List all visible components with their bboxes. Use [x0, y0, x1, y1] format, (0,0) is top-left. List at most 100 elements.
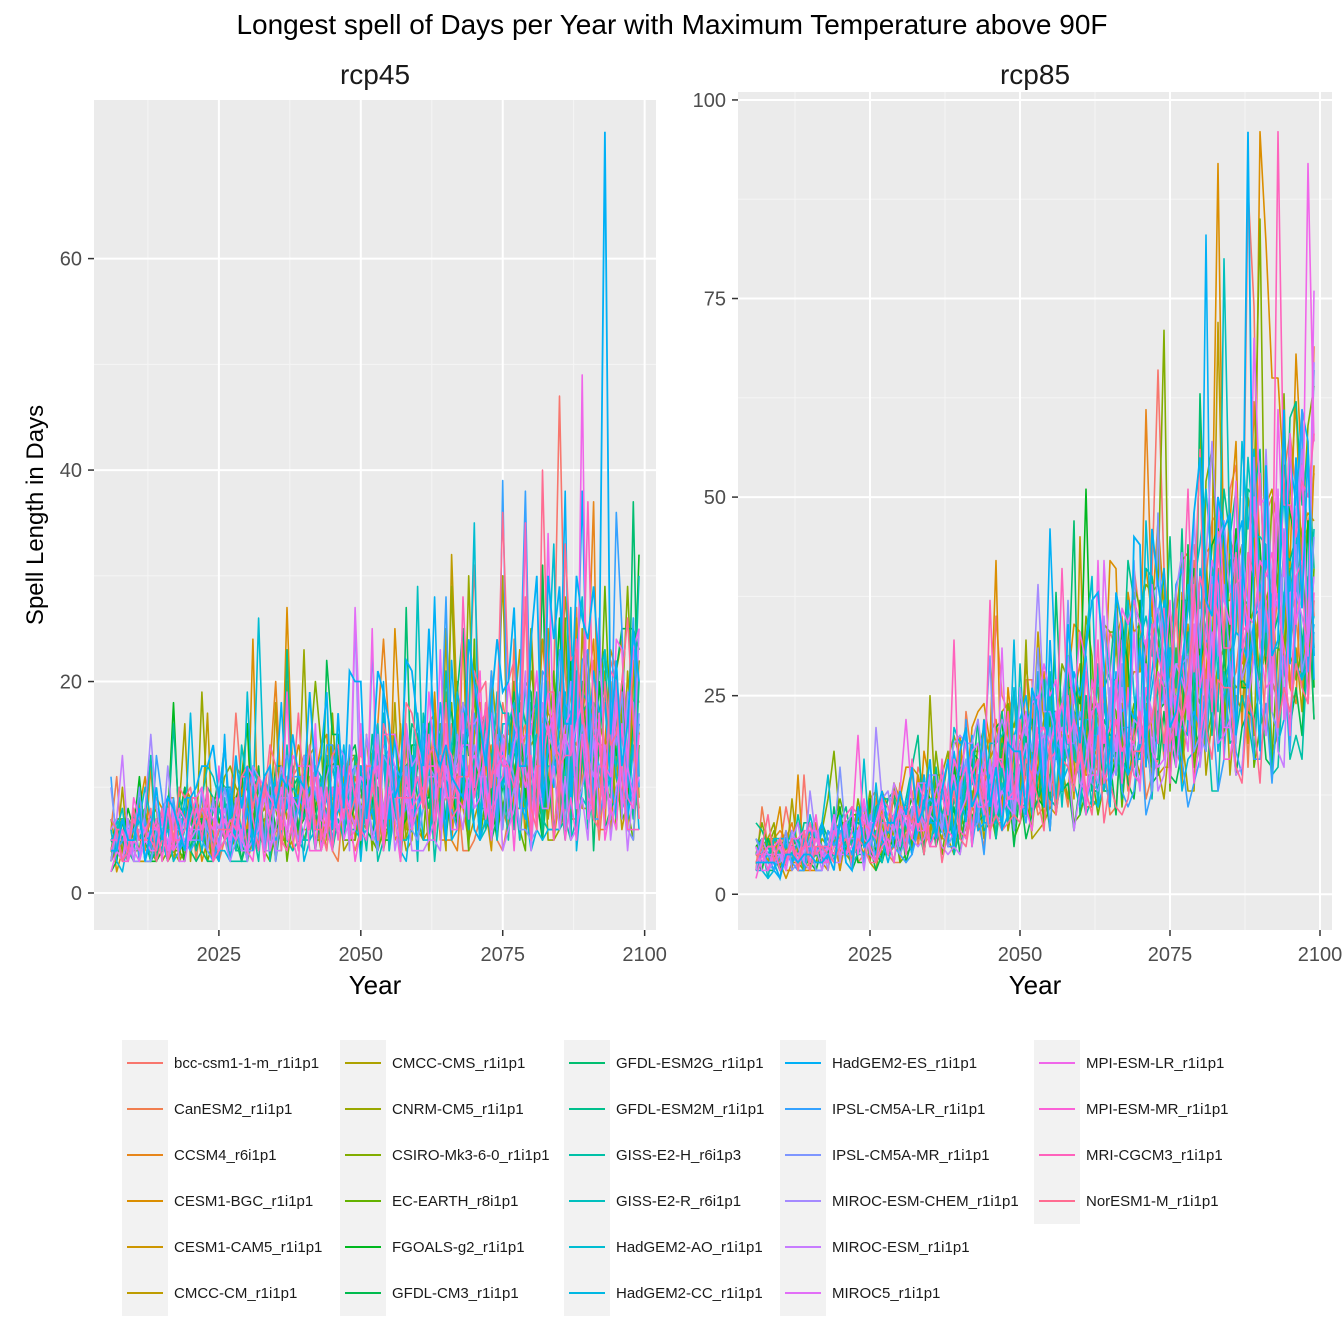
legend-item: CMCC-CM_r1i1p1: [122, 1270, 297, 1316]
legend-item: MIROC-ESM_r1i1p1: [780, 1224, 970, 1270]
y-tick-label: 100: [693, 90, 726, 112]
legend-item: CanESM2_r1i1p1: [122, 1086, 292, 1132]
legend-swatch: [127, 1108, 163, 1110]
legend-item: MIROC-ESM-CHEM_r1i1p1: [780, 1178, 1019, 1224]
legend-item: MPI-ESM-MR_r1i1p1: [1034, 1086, 1229, 1132]
x-tick-label: 2050: [339, 944, 384, 966]
legend-key: [340, 1086, 386, 1132]
legend-key: [1034, 1040, 1080, 1086]
legend-key: [780, 1132, 826, 1178]
legend-item: FGOALS-g2_r1i1p1: [340, 1224, 525, 1270]
legend-label: MPI-ESM-MR_r1i1p1: [1086, 1100, 1229, 1118]
legend-swatch: [785, 1154, 821, 1156]
legend-key: [1034, 1086, 1080, 1132]
legend-label: HadGEM2-ES_r1i1p1: [832, 1054, 978, 1072]
legend-key: [340, 1224, 386, 1270]
legend-item: HadGEM2-CC_r1i1p1: [564, 1270, 763, 1316]
legend-swatch: [569, 1246, 605, 1248]
legend-item: GISS-E2-R_r6i1p1: [564, 1178, 741, 1224]
legend-key: [1034, 1178, 1080, 1224]
chart-canvas: Longest spell of Days per Year with Maxi…: [22, 9, 1343, 1000]
x-tick-label: 2100: [1298, 944, 1343, 966]
x-axis-label: Year: [349, 970, 402, 1000]
series-line-27: [756, 130, 1315, 872]
legend-label: GISS-E2-R_r6i1p1: [616, 1192, 742, 1210]
legend-key: [122, 1086, 168, 1132]
series-line-13: [110, 500, 640, 863]
legend-item: IPSL-CM5A-LR_r1i1p1: [780, 1086, 985, 1132]
legend-label: MIROC5_r1i1p1: [832, 1284, 941, 1302]
legend-label: IPSL-CM5A-MR_r1i1p1: [832, 1146, 990, 1164]
legend-key: [564, 1270, 610, 1316]
legend-key: [564, 1224, 610, 1270]
legend-key: [122, 1270, 168, 1316]
legend-swatch: [345, 1292, 381, 1294]
legend-label: IPSL-CM5A-LR_r1i1p1: [832, 1100, 986, 1118]
series-line-22: [755, 362, 1315, 872]
legend-label: HadGEM2-AO_r1i1p1: [616, 1238, 763, 1256]
legend-swatch: [1039, 1154, 1075, 1156]
legend-swatch: [785, 1108, 821, 1110]
legend-swatch: [345, 1108, 381, 1110]
legend-item: GISS-E2-H_r6i1p3: [564, 1132, 741, 1178]
legend-label: NorESM1-M_r1i1p1: [1086, 1192, 1219, 1210]
legend-item: CMCC-CMS_r1i1p1: [340, 1040, 525, 1086]
legend-swatch: [127, 1246, 163, 1248]
legend-label: MPI-ESM-LR_r1i1p1: [1086, 1054, 1225, 1072]
legend-label: GFDL-CM3_r1i1p1: [392, 1284, 519, 1302]
series-line-28: [110, 469, 640, 863]
legend-item: CESM1-BGC_r1i1p1: [122, 1178, 313, 1224]
legend-label: MIROC-ESM_r1i1p1: [832, 1238, 970, 1256]
panel-title: rcp45: [340, 59, 410, 90]
legend-label: MIROC-ESM-CHEM_r1i1p1: [832, 1192, 1019, 1210]
legend-label: EC-EARTH_r8i1p1: [392, 1192, 519, 1210]
legend-swatch: [345, 1246, 381, 1248]
legend-label: CMCC-CMS_r1i1p1: [392, 1054, 526, 1072]
legend-label: CNRM-CM5_r1i1p1: [392, 1100, 524, 1118]
legend-label: CSIRO-Mk3-6-0_r1i1p1: [392, 1146, 550, 1164]
legend-swatch: [569, 1200, 605, 1202]
legend-label: CESM1-BGC_r1i1p1: [174, 1192, 314, 1210]
legend-label: bcc-csm1-1-m_r1i1p1: [174, 1054, 320, 1072]
legend-key: [122, 1040, 168, 1086]
legend-key: [340, 1270, 386, 1316]
legend-swatch: [345, 1200, 381, 1202]
legend-swatch: [345, 1062, 381, 1064]
legend-label: CanESM2_r1i1p1: [174, 1100, 293, 1118]
legend-label: GFDL-ESM2M_r1i1p1: [616, 1100, 765, 1118]
legend-item: CNRM-CM5_r1i1p1: [340, 1086, 524, 1132]
y-tick-label: 60: [60, 249, 82, 271]
legend-item: HadGEM2-ES_r1i1p1: [780, 1040, 977, 1086]
legend-swatch: [127, 1062, 163, 1064]
series-lines: [755, 130, 1315, 882]
y-tick-label: 0: [71, 883, 82, 905]
legend: bcc-csm1-1-m_r1i1p1 CanESM2_r1i1p1 CCSM4_r…: [110, 1040, 1250, 1324]
series-line-26: [755, 551, 1315, 879]
legend-swatch: [1039, 1108, 1075, 1110]
legend-key: [122, 1224, 168, 1270]
figure-title: Longest spell of Days per Year with Maxi…: [236, 9, 1107, 40]
x-tick-label: 2100: [622, 944, 667, 966]
legend-label: MRI-CGCM3_r1i1p1: [1086, 1146, 1223, 1164]
legend-label: CCSM4_r6i1p1: [174, 1146, 277, 1164]
legend-swatch: [1039, 1062, 1075, 1064]
legend-item: MIROC5_r1i1p1: [780, 1270, 940, 1316]
legend-key: [564, 1086, 610, 1132]
legend-key: [780, 1086, 826, 1132]
legend-key: [780, 1178, 826, 1224]
legend-swatch: [569, 1062, 605, 1064]
legend-item: GFDL-ESM2G_r1i1p1: [564, 1040, 764, 1086]
x-tick-label: 2025: [848, 944, 893, 966]
legend-swatch: [569, 1292, 605, 1294]
y-tick-label: 40: [60, 460, 82, 482]
legend-key: [564, 1132, 610, 1178]
panel-title: rcp85: [1000, 59, 1070, 90]
peak-series-line: [111, 131, 640, 862]
legend-item: bcc-csm1-1-m_r1i1p1: [122, 1040, 319, 1086]
legend-item: MPI-ESM-LR_r1i1p1: [1034, 1040, 1224, 1086]
legend-key: [122, 1132, 168, 1178]
legend-key: [340, 1132, 386, 1178]
legend-label: CESM1-CAM5_r1i1p1: [174, 1238, 323, 1256]
legend-key: [1034, 1132, 1080, 1178]
